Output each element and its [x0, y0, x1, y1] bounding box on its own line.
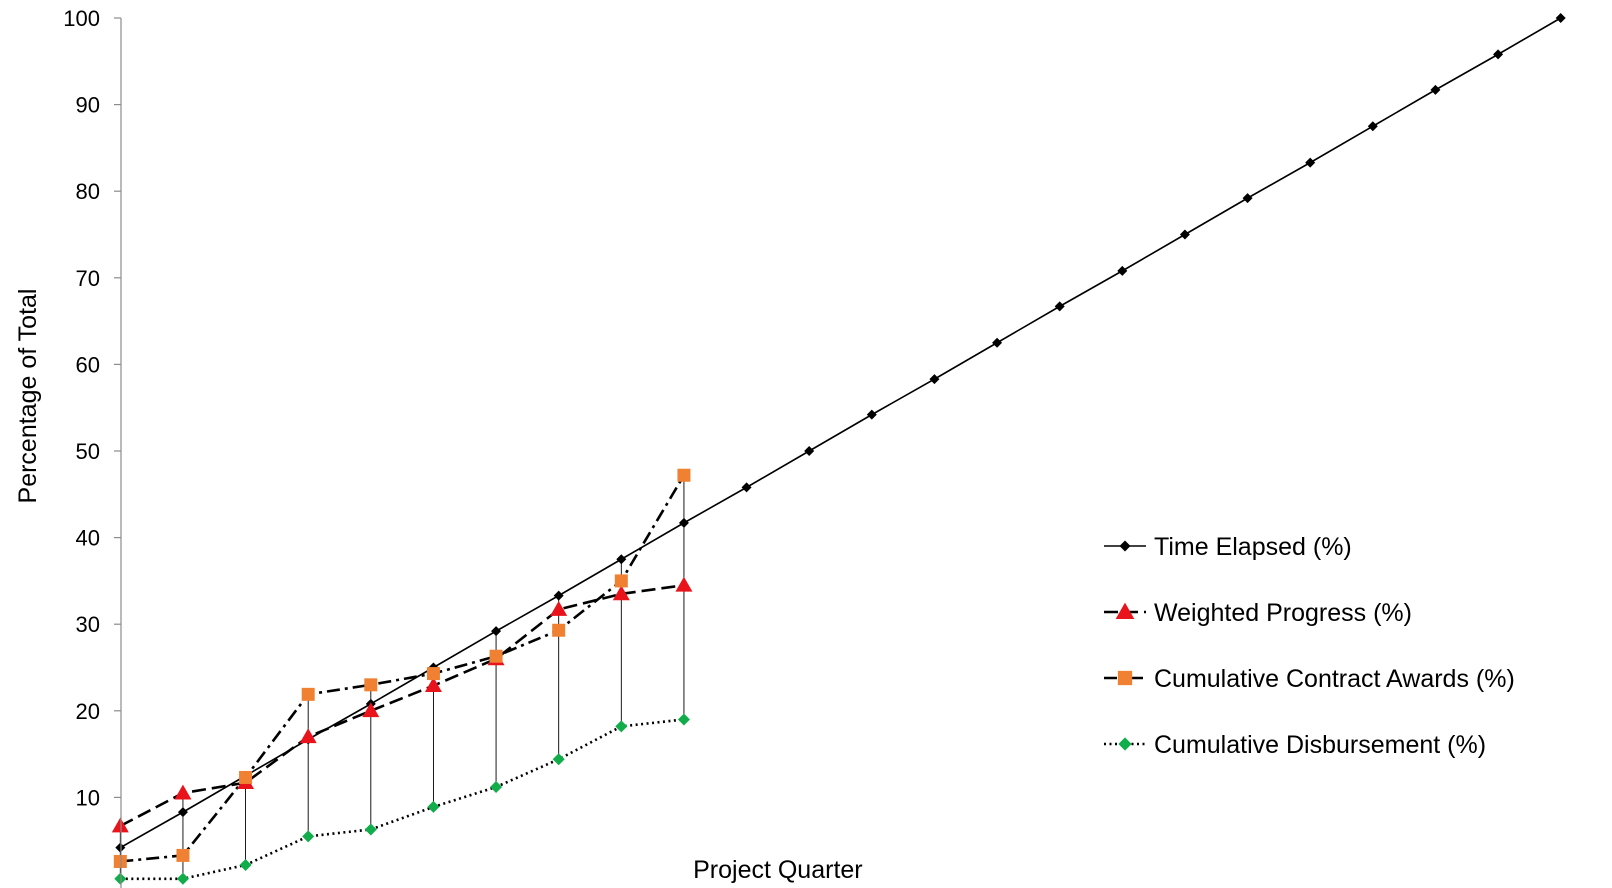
data-point-series-1: [616, 554, 627, 565]
data-point-series-1: [1493, 49, 1504, 60]
data-point-series-2: [362, 702, 380, 718]
y-tick-label: 100: [63, 6, 100, 31]
data-point-series-4: [552, 753, 565, 766]
data-point-series-1: [491, 626, 502, 637]
data-point-series-1: [929, 374, 940, 385]
series-markers: [111, 13, 1566, 885]
data-point-series-4: [615, 720, 628, 733]
data-point-series-1: [1430, 84, 1441, 95]
y-tick-label: 60: [76, 352, 100, 377]
y-tick-label: 50: [76, 439, 100, 464]
x-axis-title: Project Quarter: [693, 856, 863, 884]
data-point-series-1: [1555, 13, 1566, 23]
data-point-series-1: [1305, 157, 1316, 168]
y-tick-label: 30: [76, 612, 100, 637]
data-point-series-2: [675, 576, 693, 592]
legend-marker: [1118, 737, 1132, 751]
data-point-series-4: [176, 872, 189, 885]
data-point-series-3: [677, 468, 691, 482]
data-point-series-1: [1179, 229, 1190, 240]
legend-label: Cumulative Contract Awards (%): [1154, 665, 1515, 693]
data-point-series-3: [301, 687, 315, 701]
data-point-series-1: [553, 590, 564, 601]
data-point-series-1: [177, 807, 188, 818]
data-point-series-3: [426, 667, 440, 681]
data-point-series-1: [1054, 301, 1065, 312]
data-point-series-4: [364, 823, 377, 836]
legend-marker: [1119, 540, 1131, 552]
legend-marker: [1115, 602, 1135, 620]
y-tick-label: 10: [76, 785, 100, 810]
legend: Time Elapsed (%) Weighted Progress (%) Cum…: [1104, 533, 1515, 759]
y-tick-label: 70: [76, 266, 100, 291]
data-point-series-3: [364, 678, 378, 692]
legend-label: Weighted Progress (%): [1154, 599, 1412, 627]
series-line-2: [119, 583, 685, 828]
data-point-series-3: [176, 848, 190, 862]
data-point-series-3: [239, 770, 253, 784]
legend-marker: [1117, 670, 1133, 686]
series-line-3: [120, 474, 686, 863]
series-line-1: [119, 17, 1562, 849]
data-point-series-4: [677, 713, 690, 726]
legend-label: Cumulative Disbursement (%): [1154, 731, 1486, 759]
data-point-series-2: [174, 784, 192, 800]
data-point-series-4: [490, 781, 503, 794]
y-tick-label: 40: [76, 526, 100, 551]
data-point-series-3: [614, 574, 628, 588]
data-point-series-1: [866, 409, 877, 420]
data-point-series-1: [1367, 121, 1378, 132]
data-point-series-2: [550, 600, 568, 616]
data-point-series-2: [111, 817, 129, 833]
data-point-series-1: [1242, 193, 1253, 204]
y-ticks: 10 20 30 40 50 60 70 80 90 100: [63, 6, 121, 810]
data-point-series-1: [741, 482, 752, 493]
data-point-series-1: [992, 337, 1003, 348]
data-point-series-1: [115, 842, 126, 853]
data-point-series-2: [612, 585, 630, 601]
data-point-series-4: [114, 872, 127, 885]
y-tick-label: 20: [76, 699, 100, 724]
data-point-series-1: [1117, 265, 1128, 276]
y-tick-label: 90: [76, 93, 100, 118]
data-point-series-4: [302, 830, 315, 843]
data-point-series-3: [489, 649, 503, 663]
data-point-series-4: [427, 800, 440, 813]
data-point-series-1: [804, 446, 815, 456]
data-point-series-2: [299, 728, 317, 744]
data-point-series-3: [552, 623, 566, 637]
y-tick-label: 80: [76, 179, 100, 204]
data-point-series-2: [424, 677, 442, 693]
data-point-series-1: [678, 517, 689, 528]
data-point-series-4: [239, 858, 252, 871]
data-point-series-3: [113, 854, 127, 868]
series-lines: [119, 17, 1562, 881]
series-line-4: [120, 718, 685, 881]
legend-label: Time Elapsed (%): [1154, 533, 1352, 561]
y-axis-title: Percentage of Total: [14, 289, 42, 504]
